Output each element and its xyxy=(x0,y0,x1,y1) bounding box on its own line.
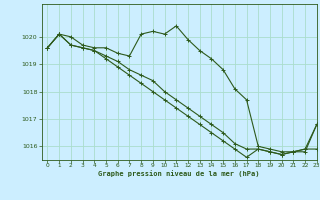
X-axis label: Graphe pression niveau de la mer (hPa): Graphe pression niveau de la mer (hPa) xyxy=(99,170,260,177)
